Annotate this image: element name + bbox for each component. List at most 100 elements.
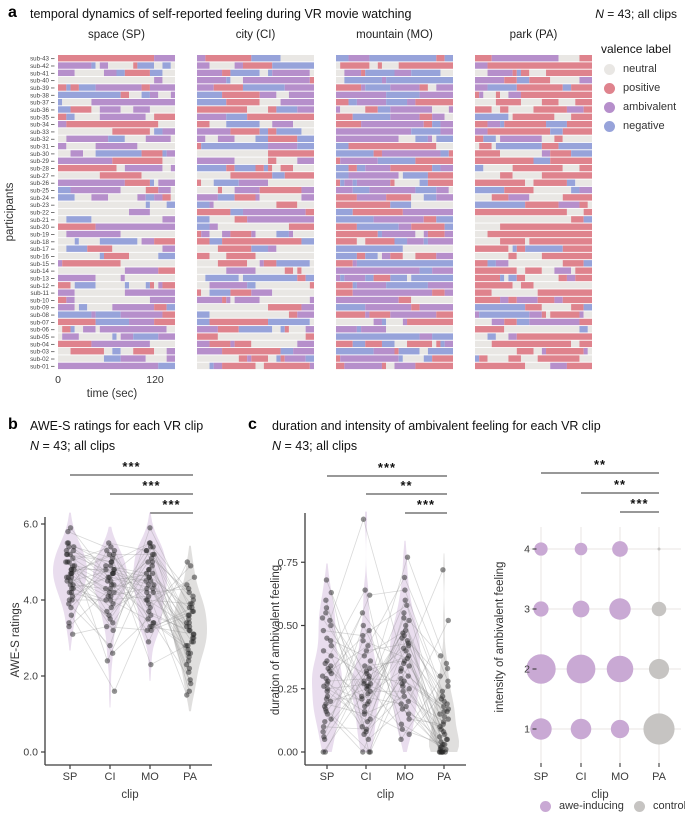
valence-segment [197, 179, 202, 186]
data-point [399, 635, 405, 641]
valence-segment [365, 238, 395, 245]
valence-segment [508, 245, 513, 252]
violin-PA [429, 553, 459, 752]
time-tick-0: 0 [55, 374, 61, 386]
valence-segment [394, 340, 408, 348]
valence-segment [112, 245, 163, 252]
valence-segment [197, 55, 206, 62]
participant-label: sub-06 [30, 327, 49, 334]
valence-segment [301, 304, 314, 311]
valence-segment [197, 362, 210, 370]
data-point [400, 645, 407, 651]
valence-segment [58, 245, 67, 252]
data-point [66, 623, 72, 630]
valence-segment [209, 230, 223, 238]
valence-segment [407, 274, 412, 282]
valence-segment [166, 304, 175, 311]
valence-segment [525, 304, 542, 311]
data-point [107, 616, 113, 622]
data-point [362, 663, 368, 669]
significance-stars: ** [400, 478, 412, 493]
valence-segment [58, 208, 130, 216]
valence-segment [336, 98, 349, 106]
valence-segment [70, 84, 79, 91]
valence-segment [230, 340, 235, 348]
valence-segment [58, 76, 155, 84]
valence-segment [550, 362, 567, 370]
participant-line [325, 695, 444, 722]
valence-segment [87, 304, 113, 311]
valence-segment [297, 135, 314, 143]
valence-segment [309, 296, 314, 304]
participant-line [73, 550, 190, 616]
panel-b-subtitle-rest: = 43; all clips [39, 439, 116, 453]
valence-segment [541, 252, 592, 260]
valence-segment [587, 201, 592, 208]
participant-line [322, 555, 447, 753]
valence-segment [145, 355, 167, 362]
valence-segment [356, 98, 387, 106]
legend-label-awe-inducing: awe-inducing [559, 800, 624, 812]
valence-segment [352, 113, 391, 121]
valence-segment [500, 238, 526, 245]
valence-segment [154, 76, 163, 84]
valence-segment [251, 55, 281, 62]
raster-strip-mo [336, 55, 453, 370]
valence-segment [491, 340, 572, 348]
participant-label: sub-03 [30, 349, 49, 356]
valence-segment [479, 91, 484, 99]
participant-label: sub-10 [30, 297, 49, 304]
valence-segment [162, 282, 175, 289]
bubble-CI-3 [572, 600, 590, 618]
valence-segment [145, 186, 159, 194]
valence-segment [336, 238, 357, 245]
valence-segment [444, 340, 453, 348]
valence-segment [500, 223, 592, 230]
valence-segment [512, 113, 555, 121]
valence-segment [444, 55, 453, 62]
valence-segment [436, 186, 449, 194]
valence-segment [390, 252, 403, 260]
valence-segment [579, 201, 588, 208]
data-point [319, 673, 326, 679]
valence-segment [112, 348, 121, 355]
valence-segment [197, 91, 223, 99]
valence-segment [120, 260, 175, 267]
valence-segment [201, 230, 210, 238]
panel-a-note-rest: = 43; all clips [603, 7, 677, 21]
valence-segment [217, 326, 239, 333]
valence-segment [541, 142, 559, 150]
valence-segment [263, 260, 277, 267]
data-point [147, 623, 153, 630]
valence-segment [83, 150, 96, 157]
ambivalent-swatch-icon [604, 101, 615, 113]
valence-segment [280, 355, 285, 362]
valence-segment [209, 252, 227, 260]
valence-segment [58, 128, 113, 135]
valence-segment [541, 172, 592, 179]
valence-segment [197, 267, 227, 274]
valence-segment [508, 252, 517, 260]
valence-segment [415, 186, 437, 194]
valence-segment [583, 311, 592, 318]
valence-segment [402, 318, 408, 326]
valence-segment [259, 296, 310, 304]
valence-segment [149, 296, 175, 304]
data-point [327, 637, 334, 644]
valence-segment [340, 355, 399, 362]
valence-segment [423, 120, 433, 128]
data-point [398, 701, 404, 707]
x-tick-label: SP [63, 771, 78, 783]
valence-segment [390, 179, 395, 186]
data-point [399, 680, 405, 687]
valence-segment [348, 98, 357, 106]
valence-segment [158, 362, 175, 370]
valence-segment [487, 128, 551, 135]
valence-segment [58, 348, 71, 355]
valence-segment [74, 282, 96, 289]
data-point [437, 711, 443, 717]
valence-segment [529, 194, 563, 201]
valence-segment [197, 76, 227, 84]
valence-segment [230, 230, 252, 238]
valence-segment [479, 311, 530, 318]
